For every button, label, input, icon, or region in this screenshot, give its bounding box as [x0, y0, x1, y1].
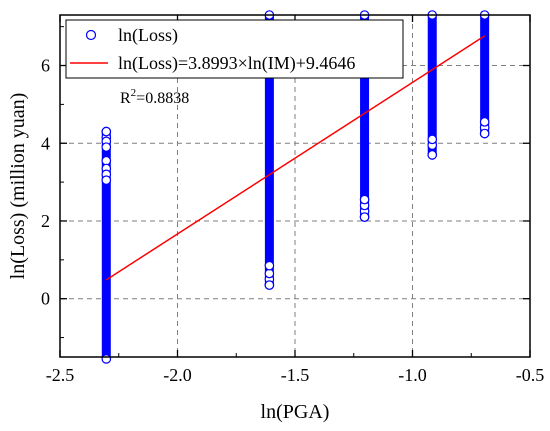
legend-label-fit: ln(Loss)=3.8993×ln(IM)+9.4646	[118, 53, 355, 74]
axis-ticks	[59, 15, 531, 357]
y-tick-labels: 0 2 4 6	[41, 56, 50, 309]
scatter-column-band	[264, 15, 274, 286]
r-squared-value: =0.8838	[136, 90, 189, 107]
scatter-column	[479, 10, 490, 139]
scatter-point	[101, 155, 112, 166]
x-tick-label: -2.0	[163, 365, 192, 385]
scatter-point	[101, 142, 112, 152]
scatter-point	[101, 175, 112, 185]
y-tick-label: 6	[41, 56, 50, 76]
y-tick-label: 2	[41, 211, 50, 231]
legend: ln(Loss) ln(Loss)=3.8993×ln(IM)+9.4646	[65, 19, 404, 79]
x-tick-label: -1.5	[281, 365, 310, 385]
scatter-point	[359, 194, 370, 205]
scatter-point	[101, 126, 112, 137]
fit-line	[105, 35, 486, 281]
scatter-point	[427, 134, 438, 145]
y-axis-title: ln(Loss) (million yuan)	[7, 93, 29, 280]
legend-box	[65, 19, 404, 79]
y-tick-label: 4	[41, 133, 50, 153]
legend-label-scatter: ln(Loss)	[118, 25, 178, 46]
x-tick-label: -1.0	[398, 365, 427, 385]
scatter-column-band	[360, 15, 370, 218]
scatter-point	[264, 268, 275, 279]
r-squared-annotation: R2=0.8838	[120, 87, 189, 107]
scatter-point	[359, 212, 370, 222]
scatter-point	[479, 117, 490, 127]
scatter-point	[101, 354, 112, 364]
x-tick-label: -2.5	[46, 365, 75, 385]
fit-series	[105, 35, 486, 281]
scatter-point	[264, 280, 275, 290]
x-tick-label: -0.5	[516, 365, 545, 385]
scatter-column	[427, 10, 438, 160]
legend-marker-scatter	[85, 29, 97, 41]
x-axis-title: ln(PGA)	[261, 401, 330, 423]
scatter-column-band	[480, 15, 490, 134]
scatter-column-band	[101, 131, 111, 359]
scatter-point	[427, 150, 438, 160]
scatter-series	[101, 10, 490, 364]
scatter-column	[359, 10, 370, 222]
scatter-column	[101, 126, 112, 364]
r-squared-base: R	[120, 90, 131, 107]
scatter-point	[479, 128, 490, 139]
x-tick-labels: -2.5 -2.0 -1.5 -1.0 -0.5	[46, 365, 545, 385]
scatter-column-band	[427, 15, 437, 155]
y-tick-label: 0	[41, 289, 50, 309]
r-squared-sup: 2	[131, 87, 137, 99]
scatter-point	[264, 260, 275, 271]
